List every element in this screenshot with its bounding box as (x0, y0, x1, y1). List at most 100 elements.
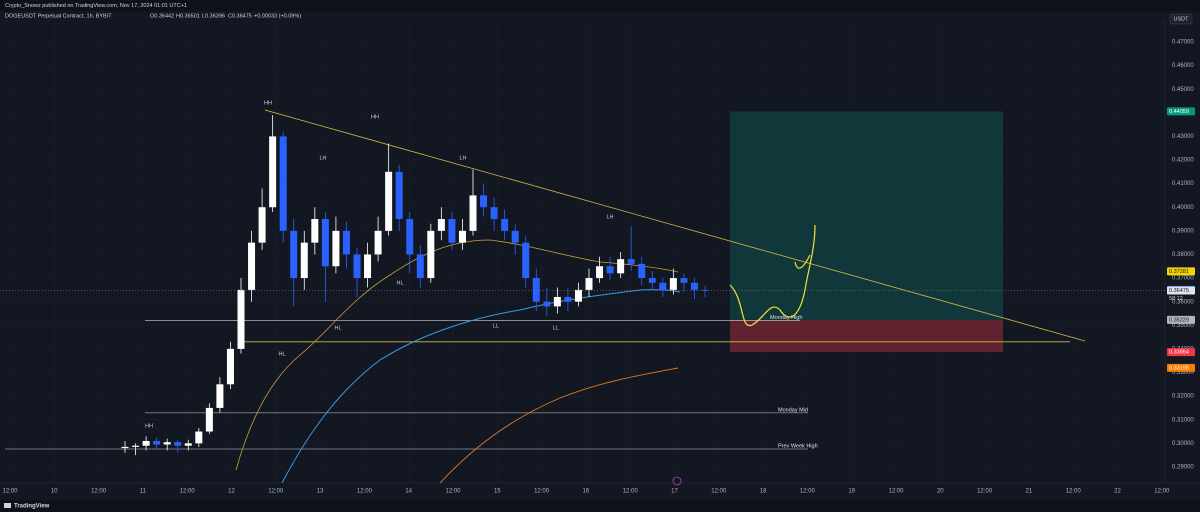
candle-body (617, 259, 625, 274)
footer-bar (0, 500, 1200, 512)
candle-body (469, 195, 477, 231)
event-icon[interactable] (672, 476, 682, 486)
candle-body (353, 254, 361, 279)
price-tag (1167, 315, 1195, 324)
structure-label: HH (264, 100, 272, 106)
structure-label: HH (371, 114, 379, 120)
x-tick-label: 12:00 (268, 489, 284, 495)
ma-blue (281, 289, 681, 484)
candle-body (574, 289, 582, 302)
candle-body (543, 301, 551, 307)
candle-body (279, 136, 287, 231)
x-tick-label: 14 (405, 489, 412, 495)
x-tick-label: 12:00 (2, 489, 18, 495)
x-tick-label: 12:00 (180, 489, 196, 495)
logo (4, 503, 11, 508)
x-tick-label: 22 (1114, 489, 1121, 495)
candle-body (216, 384, 224, 408)
candle-body (501, 219, 509, 231)
candle-body (269, 136, 277, 208)
candle-body (132, 445, 140, 447)
candle-body (596, 266, 604, 279)
symbol: DOGEUSDT Perpetual Contract, 1h, BYBIT (5, 13, 112, 19)
x-tick-label: 11 (140, 489, 147, 495)
x-tick-label: 20 (937, 489, 944, 495)
candle-body (627, 259, 635, 264)
candle-body (342, 230, 350, 255)
price-tag-label: 0.33864 (1169, 350, 1189, 356)
candle-body (385, 171, 393, 231)
structure-label: LH (606, 214, 613, 220)
candle-body (406, 219, 414, 255)
candle-body (121, 446, 129, 449)
x-tick-label: 12 (228, 489, 235, 495)
price-tag (1167, 348, 1195, 357)
price-tag-label: 0.36475 (1169, 288, 1189, 294)
candle-body (648, 278, 656, 283)
candle-body (153, 440, 161, 445)
price-tag (1167, 267, 1195, 276)
currency-box[interactable] (1169, 13, 1193, 25)
x-tick-label: 12:00 (357, 489, 373, 495)
y-tick-label: 0.41000 (1172, 181, 1194, 187)
countdown: 58:12 (1169, 296, 1183, 302)
candle-body (437, 219, 445, 231)
structure-label: LL (493, 323, 499, 329)
candle-body (374, 230, 382, 255)
y-tick-label: 0.37000 (1172, 276, 1194, 282)
x-tick-label: 13 (317, 489, 324, 495)
price-tag-label: 0.44059 (1169, 109, 1189, 115)
x-tick-label: 15 (494, 489, 501, 495)
candle-body (226, 348, 234, 385)
trend-line (264, 109, 1086, 342)
ma-orange (439, 367, 679, 484)
candle-body (300, 242, 308, 279)
currency[interactable]: USDT (1174, 16, 1190, 22)
candle-body (669, 278, 677, 290)
y-tick-label: 0.29000 (1172, 465, 1194, 471)
x-tick-label: 12:00 (445, 489, 461, 495)
x-tick-label: 19 (848, 489, 855, 495)
y-tick-label: 0.35000 (1172, 323, 1194, 329)
x-tick-label: 12:00 (977, 489, 993, 495)
price-tag-label: 0.33198 (1169, 365, 1189, 371)
candle-body (532, 278, 540, 302)
candle-body (258, 207, 266, 243)
candle-body (690, 282, 698, 290)
candle-body (564, 296, 572, 302)
candle-body (659, 282, 667, 290)
candle-body (311, 219, 319, 243)
y-tick-label: 0.30000 (1172, 441, 1194, 447)
y-tick-label: 0.32000 (1172, 394, 1194, 400)
candle-body (553, 296, 561, 307)
price-tag-label: 0.35229 (1169, 317, 1189, 323)
candle-body (680, 278, 688, 283)
candle-body (332, 230, 340, 267)
candle-body (427, 230, 435, 279)
x-tick-label: 12:00 (711, 489, 727, 495)
x-tick-label: 12:00 (1066, 489, 1082, 495)
candle-body (248, 242, 256, 290)
level-label: Monday Mid (778, 407, 808, 413)
candle-body (585, 278, 593, 290)
top-bar (0, 0, 1200, 11)
structure-label: LH (319, 155, 326, 161)
candle-body (163, 442, 171, 445)
candle-body (237, 289, 245, 349)
x-tick-label: 12:00 (534, 489, 550, 495)
candle-body (174, 442, 182, 446)
candle-body (458, 230, 466, 243)
candle-body (195, 431, 203, 444)
projection (729, 224, 816, 327)
candle-body (522, 242, 530, 279)
candle-body (290, 230, 298, 279)
ohlc-value: +0.00033 (+0.09%) (254, 13, 301, 19)
candle-body (511, 230, 519, 243)
ohlc-value: L0.36396 (202, 13, 225, 19)
candle-body (205, 407, 213, 432)
y-tick-label: 0.43000 (1172, 134, 1194, 140)
x-tick-label: 12:00 (91, 489, 107, 495)
y-tick-label: 0.36000 (1172, 299, 1194, 305)
